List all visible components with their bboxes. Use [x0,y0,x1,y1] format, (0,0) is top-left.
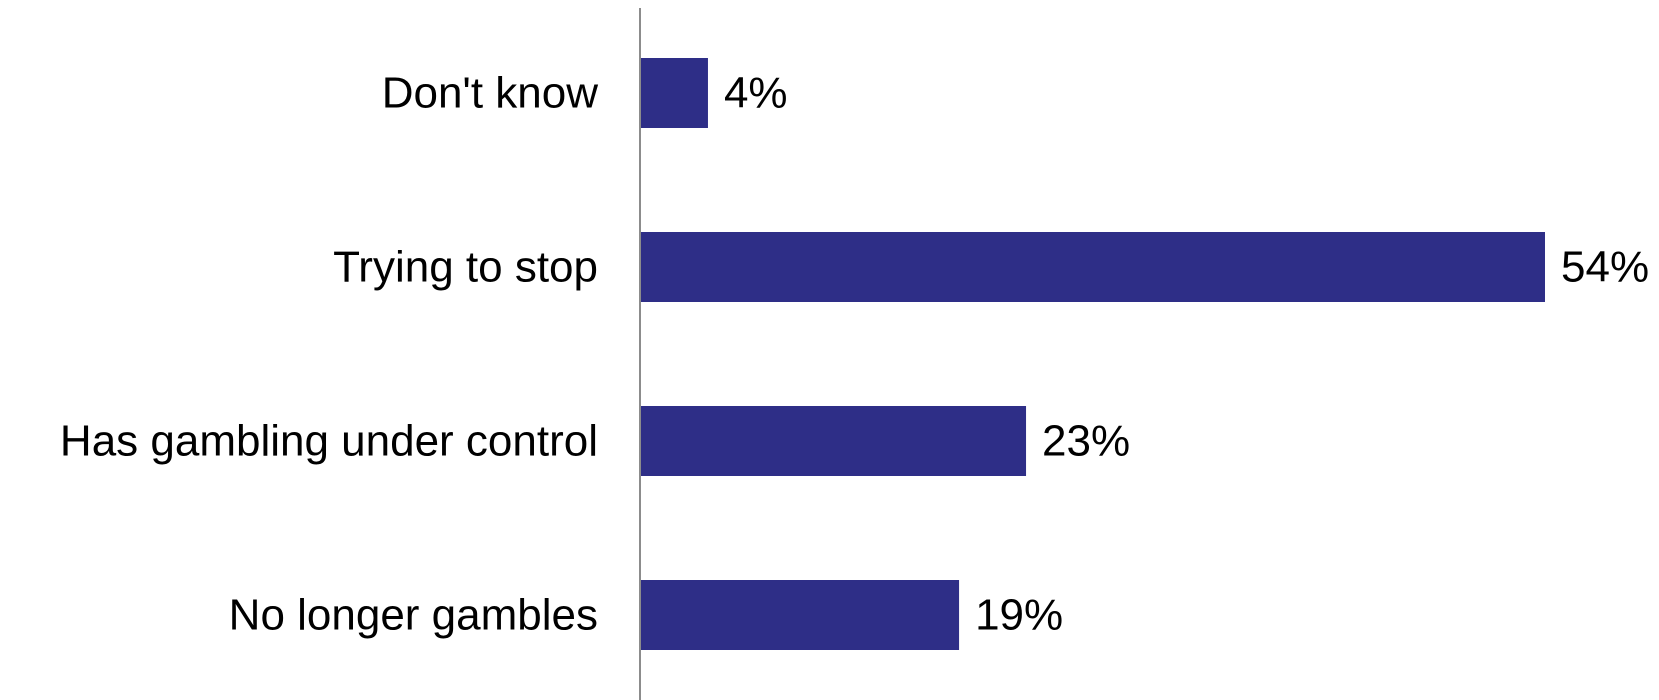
bar-0 [641,58,708,128]
data-label-2: 23% [1042,417,1130,466]
category-label-3: No longer gambles [229,591,598,640]
category-label-2: Has gambling under control [60,417,598,466]
data-label-0: 4% [724,69,788,118]
bars-layer [641,58,1545,650]
bar-1 [641,232,1545,302]
category-label-1: Trying to stop [333,243,598,292]
labels-layer: Don't know 4% Trying to stop 54% Has gamblin… [60,69,1649,640]
data-label-1: 54% [1561,243,1649,292]
bar-3 [641,580,960,650]
data-label-3: 19% [975,591,1063,640]
bar-2 [641,406,1027,476]
category-label-0: Don't know [382,69,599,118]
